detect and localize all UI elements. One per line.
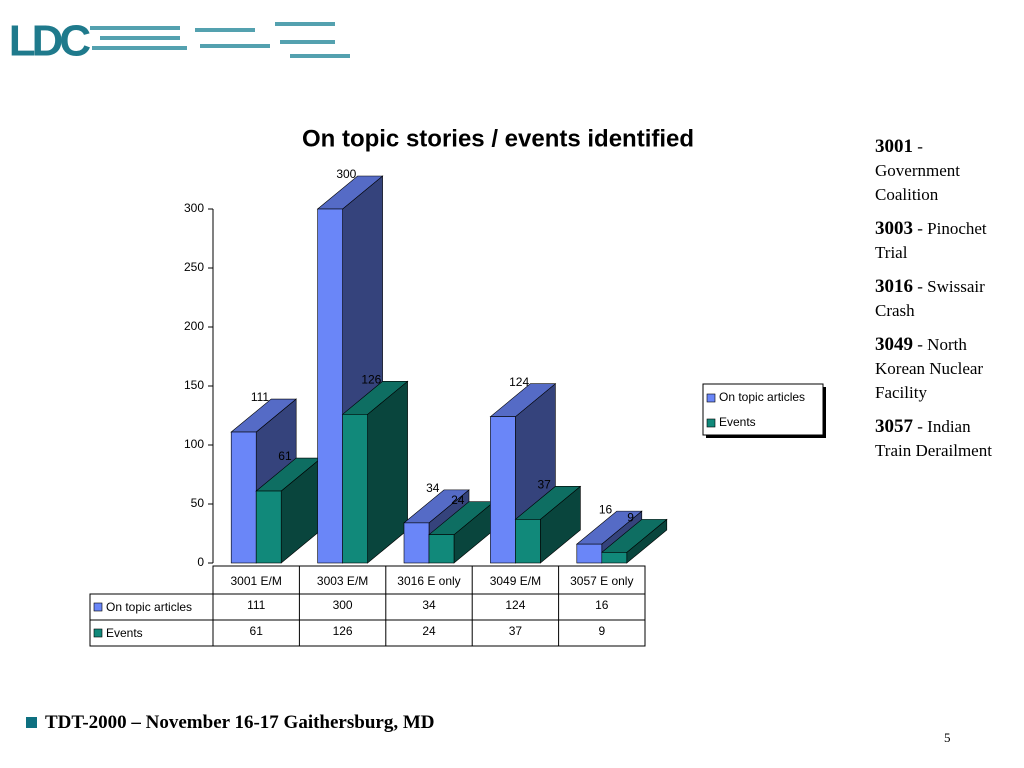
bar	[576, 543, 603, 564]
table-cell: 124	[505, 598, 525, 612]
data-label: 24	[451, 493, 465, 507]
sidebar-desc: - Pinochet Trial	[875, 219, 987, 262]
table-frame	[212, 565, 646, 647]
legend-key	[706, 418, 716, 428]
data-label: 126	[361, 372, 381, 386]
table-key	[93, 628, 103, 638]
table-cell: 16	[595, 598, 609, 612]
table-cell: 126	[333, 624, 353, 638]
legend	[702, 383, 824, 436]
table-key	[93, 602, 103, 612]
sidebar: 3001 - Government Coalition 3003 - Pinoch…	[875, 135, 993, 473]
sidebar-desc: - North Korean Nuclear Facility	[875, 335, 984, 402]
sidebar-item: 3003 - Pinochet Trial	[875, 217, 993, 265]
y-tick-label: 100	[184, 437, 204, 451]
table-row-label: Events	[106, 626, 143, 640]
bar	[342, 414, 368, 564]
x-tick-label: 3057 E only	[570, 574, 633, 588]
table-cell: 34	[422, 598, 436, 612]
legend-key	[706, 393, 716, 403]
page-number: 5	[944, 730, 951, 745]
bar	[230, 431, 257, 564]
sidebar-item: 3057 - Indian Train Derailment	[875, 415, 993, 463]
sidebar-code: 3016	[875, 276, 913, 297]
y-tick-label: 250	[184, 260, 204, 274]
legend-label: Events	[719, 415, 756, 429]
bar	[515, 519, 541, 564]
sidebar-desc: - Indian Train Derailment	[875, 417, 992, 460]
sidebar-item: 3049 - North Korean Nuclear Facility	[875, 333, 993, 405]
footer: TDT-2000 – November 16-17 Gaithersburg, …	[26, 712, 434, 734]
bar	[490, 416, 516, 564]
table-cell: 300	[333, 598, 353, 612]
table-cell: 61	[250, 624, 264, 638]
data-label: 124	[509, 375, 529, 389]
footer-text: TDT-2000 – November 16-17 Gaithersburg, …	[45, 712, 435, 733]
x-tick-label: 3001 E/M	[231, 574, 282, 588]
table-cell: 24	[422, 624, 436, 638]
y-tick-label: 150	[184, 378, 204, 392]
chart: LDC On topic stories / events identified…	[9, 17, 826, 647]
logo: LDC	[9, 17, 91, 66]
y-tick-label: 50	[191, 496, 205, 510]
logo-stripes	[90, 22, 350, 58]
data-label: 37	[537, 478, 551, 492]
table-cell: 111	[247, 598, 266, 612]
y-tick-label: 0	[197, 555, 204, 569]
bar	[317, 208, 343, 564]
sidebar-desc: - Government Coalition	[875, 137, 960, 204]
legend-label: On topic articles	[719, 390, 805, 404]
data-label: 111	[251, 390, 270, 404]
data-label: 9	[627, 511, 634, 525]
y-tick-label: 300	[184, 201, 204, 215]
sidebar-code: 3057	[875, 416, 913, 437]
bar	[428, 534, 455, 564]
sidebar-item: 3001 - Government Coalition	[875, 135, 993, 207]
bar	[403, 522, 430, 564]
bullet	[26, 717, 37, 728]
x-tick-label: 3003 E/M	[317, 574, 368, 588]
x-tick-label: 3016 E only	[397, 574, 460, 588]
y-tick-label: 200	[184, 319, 204, 333]
sidebar-code: 3001	[875, 136, 913, 157]
data-label: 300	[336, 167, 356, 181]
data-label: 34	[426, 481, 440, 495]
table-row-label: On topic articles	[106, 600, 192, 614]
data-label: 16	[599, 502, 613, 516]
sidebar-desc: - Swissair Crash	[875, 277, 985, 320]
bar	[255, 490, 282, 564]
table-cell: 9	[598, 624, 605, 638]
bar	[601, 552, 628, 564]
data-label: 61	[278, 449, 292, 463]
sidebar-code: 3003	[875, 218, 913, 239]
sidebar-item: 3016 - Swissair Crash	[875, 275, 993, 323]
x-tick-label: 3049 E/M	[490, 574, 541, 588]
sidebar-code: 3049	[875, 334, 913, 355]
table-cell: 37	[509, 624, 523, 638]
chart-title: On topic stories / events identified	[302, 125, 694, 152]
